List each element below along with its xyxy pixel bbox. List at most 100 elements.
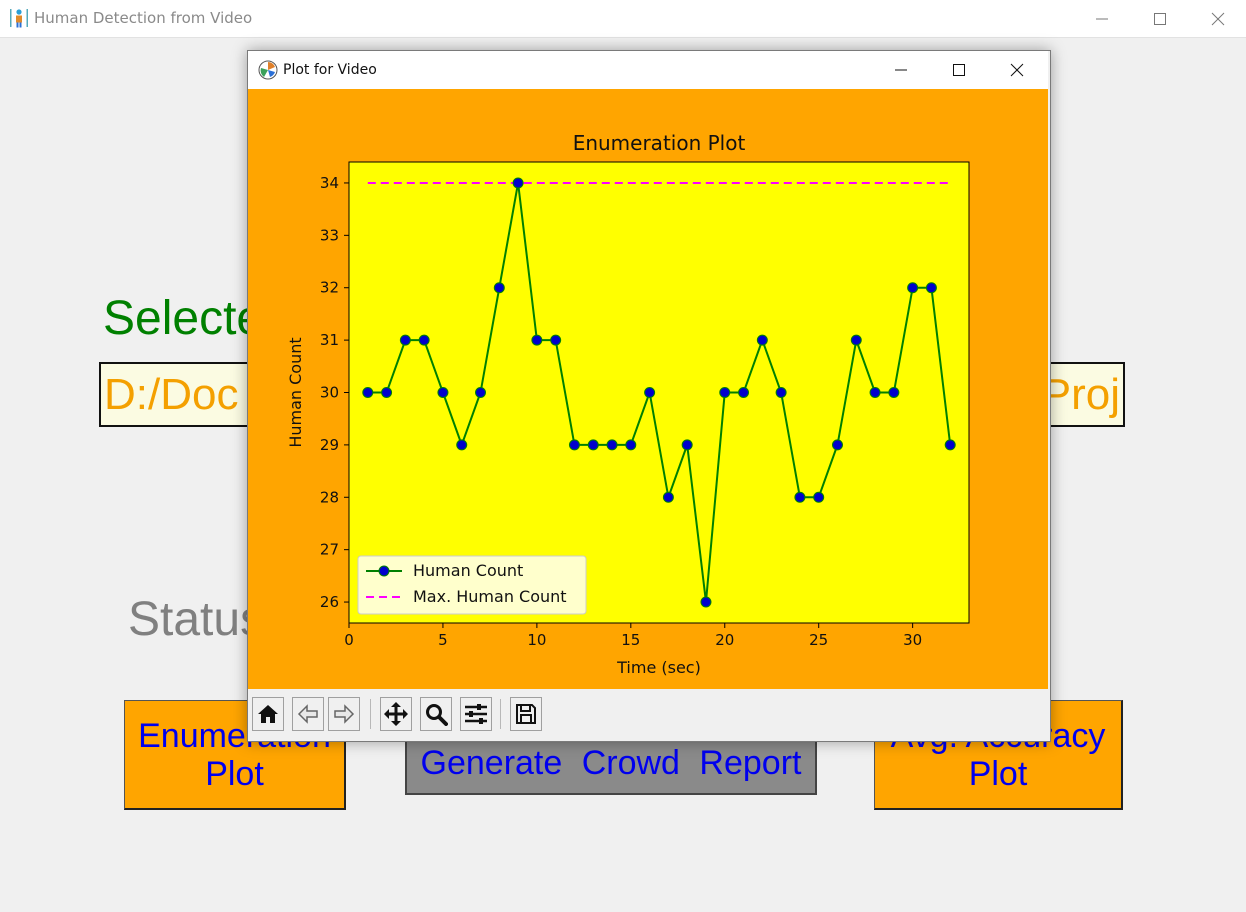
data-point (381, 387, 393, 398)
data-point (625, 439, 637, 451)
close-button[interactable] (1189, 0, 1246, 37)
plot-close-button[interactable] (988, 51, 1046, 89)
data-point (756, 334, 768, 346)
x-tick-label: 25 (809, 631, 828, 649)
x-axis-label: Time (sec) (616, 658, 701, 677)
data-point (662, 491, 674, 503)
y-tick-label: 26 (320, 593, 339, 611)
home-button[interactable] (252, 697, 284, 731)
data-point (850, 334, 862, 346)
forward-icon (334, 704, 355, 724)
data-point (475, 387, 487, 398)
data-point (568, 439, 580, 451)
configure-subplots-icon (465, 704, 487, 724)
pan-icon (384, 702, 408, 726)
data-point (719, 387, 731, 398)
forward-button[interactable] (328, 697, 360, 731)
y-axis-label: Human Count (286, 337, 305, 447)
toolbar-separator (500, 699, 501, 729)
maximize-icon (953, 64, 965, 76)
plot-area (348, 161, 970, 624)
data-point (831, 439, 843, 451)
plot-minimize-button[interactable] (872, 51, 930, 89)
back-button[interactable] (292, 697, 324, 731)
data-point (925, 282, 937, 294)
data-point (512, 177, 524, 189)
back-icon (297, 704, 318, 724)
data-point (644, 387, 656, 398)
minimize-icon (895, 69, 907, 71)
data-point (456, 439, 468, 451)
pan-button[interactable] (380, 697, 412, 731)
x-tick-label: 5 (438, 631, 448, 649)
x-tick-label: 10 (527, 631, 546, 649)
save-button[interactable] (510, 697, 542, 731)
main-window-title: Human Detection from Video (34, 9, 253, 27)
legend-marker-human-count (378, 565, 390, 577)
data-point (794, 491, 806, 503)
close-icon (1010, 63, 1024, 77)
y-tick-label: 33 (320, 226, 339, 244)
zoom-button[interactable] (420, 697, 452, 731)
minimize-button[interactable] (1073, 0, 1131, 37)
plot-window-title: Plot for Video (283, 62, 377, 78)
data-point (813, 491, 825, 503)
main-title-bar: Human Detection from Video (0, 0, 1246, 38)
y-tick-label: 28 (320, 488, 339, 506)
data-point (437, 387, 449, 398)
data-point (362, 387, 374, 398)
data-point (531, 334, 543, 346)
generate-crowd-report-button[interactable]: Generate Crowd Report (405, 736, 817, 795)
legend-box (357, 555, 587, 615)
data-point (700, 596, 712, 608)
y-tick-label: 29 (320, 436, 339, 454)
matplotlib-icon (258, 60, 278, 80)
data-point (493, 282, 505, 294)
maximize-button[interactable] (1131, 0, 1189, 37)
data-point (418, 334, 430, 346)
plot-figure: Enumeration Plot 0 5 10 15 20 25 30 26 27 28 29 30 31… (248, 89, 1048, 689)
configure-subplots-button[interactable] (460, 697, 492, 731)
x-tick-label: 30 (903, 631, 922, 649)
chart-title: Enumeration Plot (573, 131, 746, 155)
minimize-icon (1096, 18, 1108, 19)
data-point (738, 387, 750, 398)
x-tick-label: 20 (715, 631, 734, 649)
data-point (399, 334, 411, 346)
data-point (869, 387, 881, 398)
plot-maximize-button[interactable] (930, 51, 988, 89)
y-tick-label: 27 (320, 541, 339, 559)
y-tick-label: 32 (320, 279, 339, 297)
video-path-start: D:/Doc (104, 370, 239, 419)
data-point (944, 439, 956, 451)
data-point (550, 334, 562, 346)
home-icon (258, 705, 278, 723)
toolbar-separator (370, 699, 371, 729)
save-icon (516, 704, 536, 724)
selected-video-label: Selected (103, 292, 249, 345)
video-path-end: Proj (1041, 370, 1120, 419)
y-tick-label: 31 (320, 331, 339, 349)
plot-window-title-bar: Plot for Video (248, 51, 1048, 89)
data-point (681, 439, 693, 451)
x-tick-label: 0 (344, 631, 354, 649)
human-count-line (367, 182, 952, 603)
data-point (775, 387, 787, 398)
data-point (907, 282, 919, 294)
data-point (888, 387, 900, 398)
status-label: Status (128, 593, 249, 646)
data-point (606, 439, 618, 451)
x-tick-label: 15 (621, 631, 640, 649)
app-person-icon (10, 9, 28, 28)
zoom-icon (426, 704, 448, 726)
close-icon (1211, 12, 1225, 25)
y-tick-label: 34 (320, 174, 339, 192)
legend-label-human-count: Human Count (413, 561, 523, 580)
maximize-icon (1154, 12, 1166, 25)
data-point (587, 439, 599, 451)
enumeration-chart: Enumeration Plot 0 5 10 15 20 25 30 26 27 28 29 30 31… (286, 131, 970, 677)
plot-window: Plot for Video Enumeration Plot 0 5 10 15 20 2… (247, 50, 1051, 742)
y-tick-label: 30 (320, 384, 339, 402)
legend-label-max-count: Max. Human Count (413, 587, 567, 606)
plot-toolbar (248, 689, 1048, 739)
